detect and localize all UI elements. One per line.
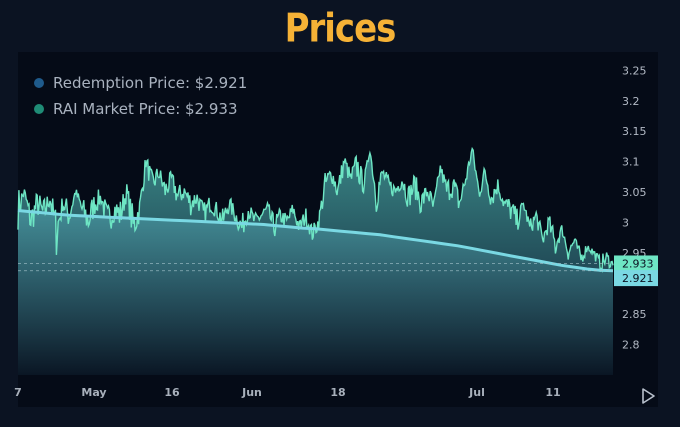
y-tick-label: 3 bbox=[622, 217, 629, 230]
last-value-market-bg bbox=[614, 255, 658, 272]
y-tick-label: 3.1 bbox=[622, 156, 640, 169]
x-tick-label: Jun bbox=[241, 386, 262, 399]
y-tick-label: 2.85 bbox=[622, 308, 647, 321]
chart-legend: Redemption Price: $2.921 RAI Market Pric… bbox=[34, 70, 247, 122]
legend-label-redemption: Redemption Price: $2.921 bbox=[53, 74, 248, 92]
x-tick-label: 11 bbox=[545, 386, 560, 399]
y-tick-label: 3.2 bbox=[622, 95, 640, 108]
x-tick-label: 7 bbox=[14, 386, 22, 399]
y-tick-label: 3.05 bbox=[622, 186, 647, 199]
last-value-market: 2.933 bbox=[622, 257, 654, 270]
last-value-redemption-bg bbox=[614, 270, 658, 287]
y-tick-label: 3.25 bbox=[622, 64, 647, 77]
legend-dot-redemption bbox=[34, 78, 44, 88]
y-tick-label: 3.15 bbox=[622, 125, 647, 138]
legend-item-market: RAI Market Price: $2.933 bbox=[34, 96, 247, 122]
x-tick-label: Jul bbox=[468, 386, 485, 399]
legend-dot-market bbox=[34, 104, 44, 114]
y-tick-label: 2.8 bbox=[622, 339, 640, 352]
play-icon[interactable] bbox=[640, 388, 656, 404]
x-tick-label: 18 bbox=[330, 386, 345, 399]
chart-title: Prices bbox=[284, 6, 397, 52]
redemption-line bbox=[17, 209, 614, 273]
x-tick-label: May bbox=[81, 386, 106, 399]
last-value-redemption: 2.921 bbox=[622, 272, 654, 285]
x-tick-label: 16 bbox=[164, 386, 180, 399]
legend-item-redemption: Redemption Price: $2.921 bbox=[34, 70, 247, 96]
redemption-area bbox=[18, 210, 613, 375]
legend-label-market: RAI Market Price: $2.933 bbox=[53, 100, 238, 118]
